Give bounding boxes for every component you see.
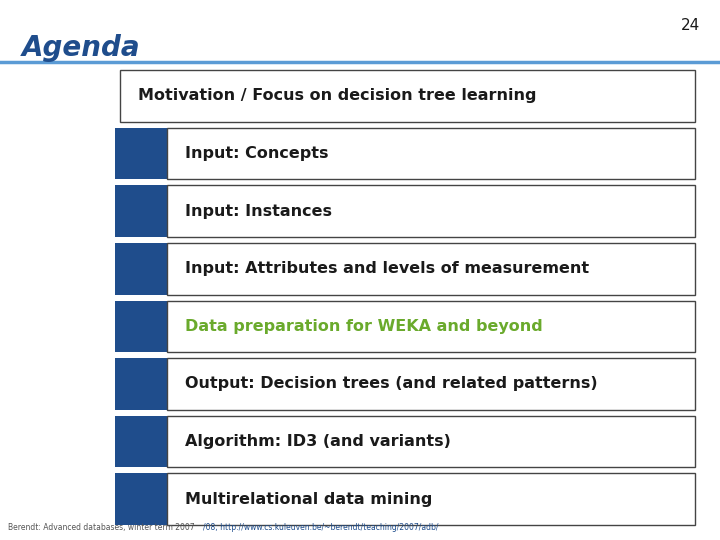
Text: Multirelational data mining: Multirelational data mining xyxy=(185,492,433,507)
FancyBboxPatch shape xyxy=(115,243,170,294)
Text: Input: Concepts: Input: Concepts xyxy=(185,146,328,161)
FancyBboxPatch shape xyxy=(120,70,695,122)
FancyBboxPatch shape xyxy=(167,358,695,410)
FancyBboxPatch shape xyxy=(167,474,695,525)
Text: 24: 24 xyxy=(680,18,700,33)
Text: Input: Instances: Input: Instances xyxy=(185,204,332,219)
FancyBboxPatch shape xyxy=(115,474,170,525)
FancyBboxPatch shape xyxy=(167,416,695,468)
FancyBboxPatch shape xyxy=(167,185,695,237)
FancyBboxPatch shape xyxy=(115,416,170,468)
FancyBboxPatch shape xyxy=(167,243,695,294)
Text: Motivation / Focus on decision tree learning: Motivation / Focus on decision tree lear… xyxy=(138,89,536,103)
FancyBboxPatch shape xyxy=(167,127,695,179)
Text: Output: Decision trees (and related patterns): Output: Decision trees (and related patt… xyxy=(185,376,598,392)
Text: Agenda: Agenda xyxy=(22,34,140,62)
FancyBboxPatch shape xyxy=(167,300,695,352)
Text: /08; http://www.cs.kuleuven.be/~berendt/teaching/2007/adb/: /08; http://www.cs.kuleuven.be/~berendt/… xyxy=(203,523,438,532)
FancyBboxPatch shape xyxy=(115,300,170,352)
FancyBboxPatch shape xyxy=(115,185,170,237)
FancyBboxPatch shape xyxy=(115,127,170,179)
Text: Berendt: Advanced databases, winter term 2007: Berendt: Advanced databases, winter term… xyxy=(8,523,194,532)
FancyBboxPatch shape xyxy=(115,358,170,410)
Text: Input: Attributes and levels of measurement: Input: Attributes and levels of measurem… xyxy=(185,261,589,276)
Text: Data preparation for WEKA and beyond: Data preparation for WEKA and beyond xyxy=(185,319,543,334)
Text: Algorithm: ID3 (and variants): Algorithm: ID3 (and variants) xyxy=(185,434,451,449)
